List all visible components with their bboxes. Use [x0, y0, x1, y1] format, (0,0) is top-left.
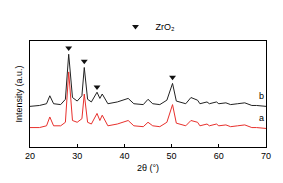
svg-text:40: 40 [119, 151, 129, 161]
svg-text:b: b [259, 91, 264, 101]
svg-text:a: a [259, 113, 264, 123]
svg-text:60: 60 [214, 151, 224, 161]
svg-text:20: 20 [25, 151, 35, 161]
svg-text:2θ (°): 2θ (°) [137, 163, 159, 173]
svg-text:Intensity (a.u.): Intensity (a.u.) [14, 65, 24, 122]
svg-text:70: 70 [261, 151, 271, 161]
svg-text:50: 50 [167, 151, 177, 161]
svg-text:ZrO₂: ZrO₂ [156, 22, 175, 32]
svg-text:30: 30 [72, 151, 82, 161]
